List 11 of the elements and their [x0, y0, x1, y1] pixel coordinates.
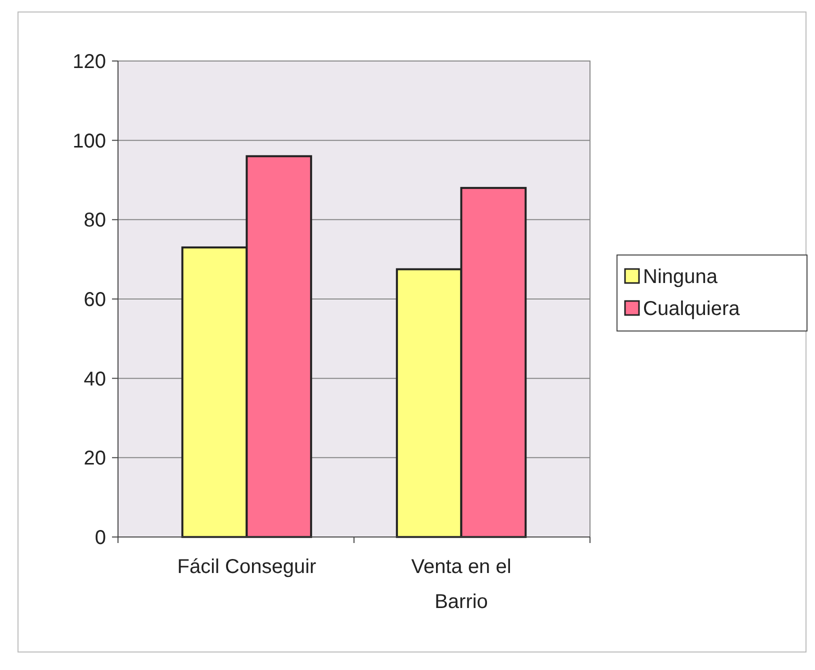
y-tick-label: 60	[84, 289, 106, 311]
y-tick-label: 20	[84, 448, 106, 470]
y-tick-label: 100	[72, 130, 106, 152]
legend-label: Ninguna	[643, 266, 718, 288]
legend-label: Cualquiera	[643, 298, 741, 320]
x-tick-label: Venta en el Barrio	[411, 556, 512, 613]
y-tick-label: 0	[94, 527, 106, 549]
x-tick-label: Fácil Conseguir	[177, 556, 317, 578]
y-tick-label: 120	[72, 51, 106, 73]
y-tick-label: 80	[84, 210, 106, 232]
y-tick-label: 40	[84, 368, 106, 390]
